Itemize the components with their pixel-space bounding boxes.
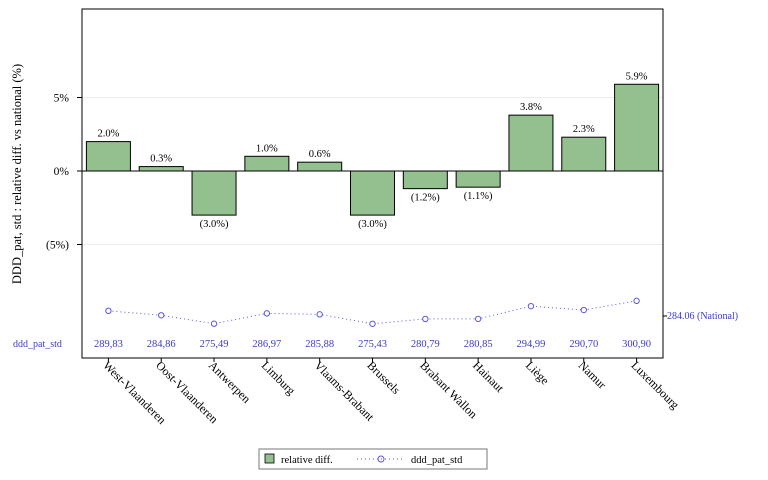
legend-bar-label: relative diff. — [281, 455, 333, 466]
bar — [614, 83, 660, 172]
value-row-entry: 275,43 — [358, 339, 387, 350]
x-tick-label: Hainaut — [470, 358, 507, 395]
series-point — [158, 312, 165, 319]
value-row: 289,83 284,86 275,49 286,97 285,88 275,43 280,… — [94, 339, 651, 350]
series-point — [474, 315, 482, 323]
series-point — [105, 307, 112, 315]
bar-data-label: 0.3% — [150, 154, 172, 165]
series-point — [369, 320, 376, 327]
bar-data-label: 3.8% — [520, 102, 542, 113]
bar — [508, 114, 554, 172]
legend: relative diff. ddd_pat_std — [258, 448, 488, 470]
value-row-entry: 284,86 — [147, 339, 176, 350]
bar-data-label: (3.0%) — [358, 219, 387, 230]
bar — [85, 141, 131, 172]
series-point — [527, 302, 535, 310]
value-row-entry: 300,90 — [622, 339, 651, 350]
bar — [402, 170, 448, 190]
x-tick-label: Namur — [576, 358, 609, 391]
bar-data-label: 2.0% — [97, 129, 119, 140]
value-row-entry: 280,79 — [411, 339, 440, 350]
bar — [244, 155, 290, 172]
x-tick-label: Limburg — [259, 358, 298, 397]
bar-data-label: (3.0%) — [200, 219, 229, 230]
bar — [297, 161, 343, 172]
value-row-entry: 289,83 — [94, 339, 123, 350]
y-tick-label: 5% — [54, 93, 70, 105]
value-row-label: ddd_pat_std — [13, 339, 62, 350]
bar-data-label: (1.2%) — [411, 193, 440, 204]
series-point — [263, 310, 271, 317]
y-tick-label: 0% — [54, 166, 70, 178]
bar — [350, 170, 395, 216]
y-axis-label: DDD_pat, std : relative diff. vs nationa… — [10, 64, 24, 284]
bar-labels: 2.0% 0.3% (3.0%) 1.0% 0.6% (3.0%) (1.2%) (1.1%)… — [97, 71, 647, 230]
value-row-entry: 290,70 — [569, 339, 598, 350]
grid-lines — [82, 97, 663, 245]
y-tick-label: (5%) — [46, 240, 69, 252]
line-series — [105, 297, 667, 327]
series-point — [633, 297, 640, 305]
bar — [455, 170, 501, 188]
bar — [138, 166, 184, 172]
bar — [561, 136, 607, 172]
series-point — [316, 311, 323, 318]
series-line — [108, 300, 637, 325]
plot-frame — [81, 8, 664, 359]
legend-line-label: ddd_pat_std — [411, 455, 463, 466]
value-row-entry: 280,85 — [464, 339, 493, 350]
bar — [191, 170, 237, 216]
y-axis: 5% 0% (5%) — [46, 93, 82, 252]
value-row-entry: 275,49 — [200, 339, 229, 350]
x-tick-label: Liège — [523, 358, 552, 387]
value-row-entry: 285,88 — [305, 339, 334, 350]
national-label: 284.06 (National) — [667, 311, 738, 322]
bar-data-label: 5.9% — [626, 71, 648, 82]
series-point — [580, 306, 587, 314]
x-tick-label: Brussels — [364, 358, 403, 397]
x-tick-label: Antwerpen — [206, 358, 254, 406]
value-row-entry: 286,97 — [252, 339, 281, 350]
x-tick-label: Luxembourg — [628, 358, 682, 412]
legend-line-marker — [377, 455, 385, 463]
bar-data-label: 0.6% — [309, 149, 331, 160]
series-point — [422, 315, 429, 323]
value-row-entry: 294,99 — [517, 339, 546, 350]
bar-data-label: 2.3% — [573, 124, 595, 135]
series-point — [210, 320, 218, 327]
bar-data-label: (1.1%) — [464, 191, 493, 202]
bar-data-label: 1.0% — [256, 143, 278, 154]
bars — [85, 83, 660, 216]
legend-bar-swatch — [264, 453, 275, 464]
